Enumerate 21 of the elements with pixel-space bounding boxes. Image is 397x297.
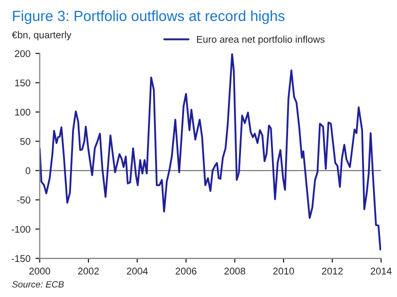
x-tick-label: 2000: [29, 268, 50, 275]
y-tick-label: 150: [15, 79, 30, 86]
x-tick-label: 2012: [322, 268, 343, 275]
y-axis-title: €bn, quarterly: [12, 31, 72, 40]
y-tick-label: -150: [12, 255, 30, 262]
x-tick-label: 2008: [224, 268, 246, 275]
source-note: Source: ECB: [12, 281, 64, 288]
x-tick-label: 2014: [370, 268, 392, 275]
y-tick-label: 50: [20, 138, 30, 145]
y-tick-label: -50: [17, 196, 30, 204]
x-tick-label: 2006: [176, 268, 196, 275]
y-tick-label: 200: [14, 50, 30, 58]
chart-title: Figure 3: Portfolio outflows at record highs: [13, 10, 285, 24]
y-tick-label: -100: [12, 226, 30, 233]
x-tick-label: 2004: [126, 268, 148, 275]
line-series: [40, 53, 382, 251]
x-tick-label: 2002: [78, 268, 99, 275]
legend-label: Euro area net portfolio inflows: [197, 36, 325, 45]
y-tick-label: 0: [26, 167, 30, 174]
y-tick-label: 100: [15, 108, 30, 116]
x-tick-label: 2010: [273, 268, 294, 275]
